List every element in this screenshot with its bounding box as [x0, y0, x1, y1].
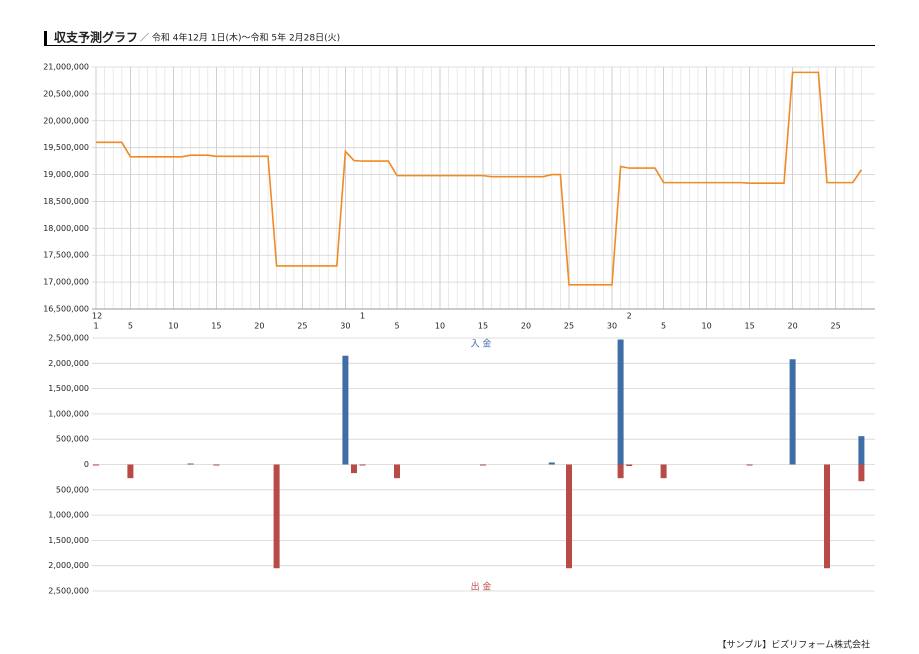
y-tick-label: 17,500,000 [43, 251, 89, 260]
y-tick-label: 2,000,000 [48, 359, 89, 368]
x-tick-label: 30 [340, 322, 350, 331]
bar [127, 464, 134, 479]
bar [342, 355, 349, 465]
y-tick-label: 21,000,000 [43, 63, 89, 72]
x-tick-label: 20 [521, 322, 531, 331]
y-tick-label: 18,500,000 [43, 197, 89, 206]
footer: 【サンプル】ビズリフォーム株式会社 [718, 639, 870, 651]
y-tick-label: 17,000,000 [43, 278, 89, 287]
bar [93, 464, 99, 466]
y-tick-label: 19,000,000 [43, 170, 89, 179]
x-tick-label: 5 [661, 322, 666, 331]
y-tick-label: 2,500,000 [48, 587, 89, 596]
x-tick-label: 5 [128, 322, 133, 331]
bar [858, 436, 865, 465]
x-tick-label: 5 [394, 322, 399, 331]
y-tick-label: 1,000,000 [48, 409, 89, 418]
bar [789, 359, 796, 465]
bar [617, 464, 624, 479]
page-title: 収支予測グラフ [54, 30, 138, 45]
bar [548, 462, 555, 465]
bar [824, 464, 830, 569]
x-tick-label: 20 [788, 322, 798, 331]
x-tick-label: 10 [702, 322, 712, 331]
month-label: 1 [360, 312, 365, 321]
y-tick-label: 2,500,000 [48, 334, 89, 343]
month-label: 12 [92, 312, 102, 321]
x-tick-label: 20 [254, 322, 264, 331]
y-tick-label: 16,500,000 [43, 305, 89, 314]
y-tick-label: 18,000,000 [43, 224, 89, 233]
bar [660, 464, 667, 479]
y-tick-label: 20,500,000 [43, 89, 89, 98]
x-tick-label: 15 [211, 322, 221, 331]
balance-line [96, 71, 863, 286]
x-tick-label: 25 [564, 322, 574, 331]
x-tick-label: 15 [745, 322, 755, 331]
bar [858, 464, 865, 482]
month-label: 2 [627, 312, 632, 321]
y-tick-label: 20,000,000 [43, 116, 89, 125]
x-tick-label: 10 [435, 322, 445, 331]
bar [626, 464, 633, 467]
series-label: 出 金 [471, 581, 492, 593]
bar [617, 339, 624, 465]
bar [394, 464, 400, 479]
bar [746, 464, 753, 466]
x-tick-label: 30 [607, 322, 617, 331]
series-label: 入 金 [471, 338, 492, 350]
bar [480, 464, 486, 466]
x-tick-label: 25 [831, 322, 841, 331]
bar [273, 464, 280, 569]
page-subtitle: ／ 令和 4年12月 1日(木)～令和 5年 2月28日(火) [140, 32, 340, 44]
bar [566, 464, 572, 569]
y-tick-label: 500,000 [56, 485, 89, 494]
bar [187, 463, 194, 465]
x-tick-label: 1 [93, 322, 98, 331]
y-tick-label: 19,500,000 [43, 143, 89, 152]
x-tick-label: 10 [168, 322, 178, 331]
y-tick-label: 1,500,000 [48, 384, 89, 393]
title-marker [44, 31, 47, 45]
x-tick-label: 25 [297, 322, 307, 331]
y-tick-label: 2,000,000 [48, 561, 89, 570]
y-tick-label: 500,000 [56, 435, 89, 444]
bar [351, 464, 357, 474]
bar [359, 464, 366, 466]
y-tick-label: 1,000,000 [48, 511, 89, 520]
y-tick-label: 1,500,000 [48, 536, 89, 545]
y-tick-label: 0 [84, 460, 89, 469]
bar [213, 464, 220, 466]
x-tick-label: 15 [478, 322, 488, 331]
